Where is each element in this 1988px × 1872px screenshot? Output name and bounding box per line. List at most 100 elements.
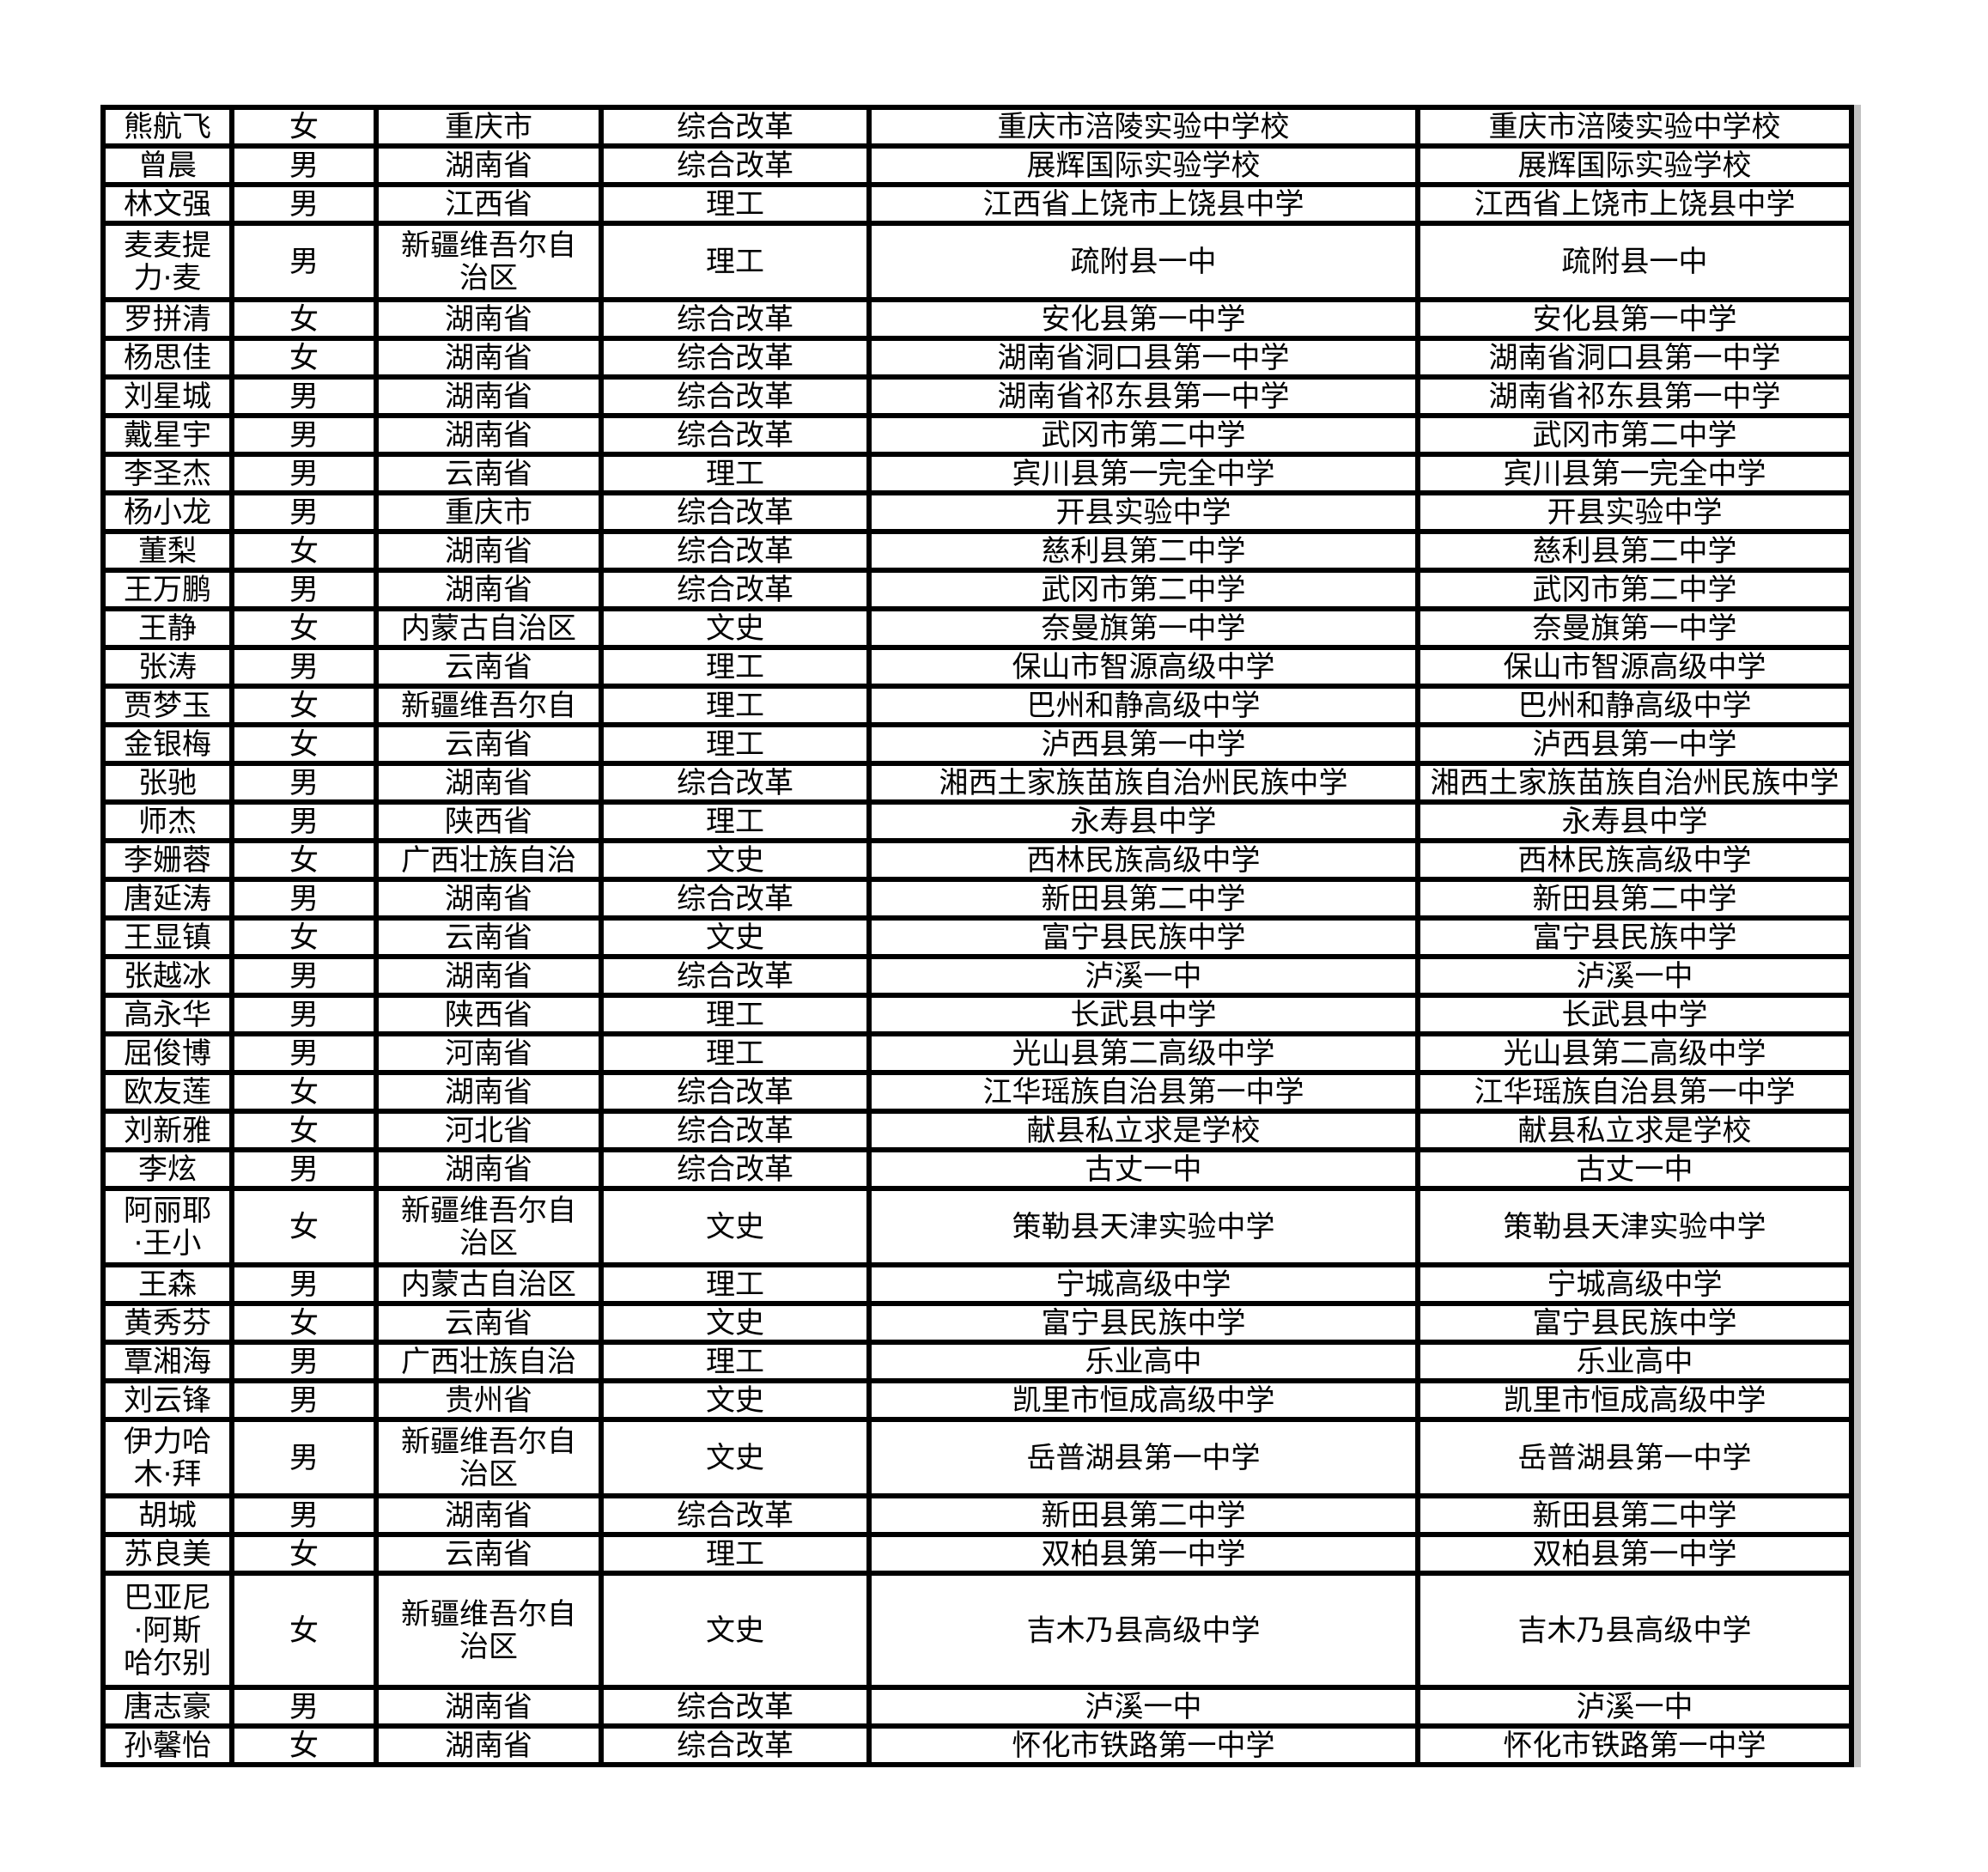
gender-cell: 男 bbox=[229, 1340, 379, 1383]
category-cell: 综合改革 bbox=[599, 374, 872, 418]
gender-cell: 男 bbox=[229, 1031, 379, 1075]
school-cell: 巴州和静高级中学 bbox=[866, 684, 1420, 727]
student-row: 孙馨怡 女 湖南省 综合改革 怀化市铁路第一中学 怀化市铁路第一中学 bbox=[100, 1723, 1854, 1767]
category-cell: 理工 bbox=[599, 645, 872, 689]
school-repeat-cell: 江华瑶族自治县第一中学 bbox=[1415, 1070, 1854, 1114]
category-cell: 综合改革 bbox=[599, 1685, 872, 1729]
category-cell: 综合改革 bbox=[599, 413, 872, 457]
category-cell: 理工 bbox=[599, 452, 872, 495]
name-cell: 金银梅 bbox=[100, 722, 234, 766]
category-cell: 文史 bbox=[599, 1301, 872, 1345]
gender-cell: 男 bbox=[229, 452, 379, 495]
student-row: 刘新雅 女 河北省 综合改革 献县私立求是学校 献县私立求是学校 bbox=[100, 1109, 1854, 1152]
school-cell: 泸溪一中 bbox=[866, 1685, 1420, 1729]
school-cell: 疏附县一中 bbox=[866, 221, 1420, 302]
school-cell: 江华瑶族自治县第一中学 bbox=[866, 1070, 1420, 1114]
student-row: 罗拼清 女 湖南省 综合改革 安化县第一中学 安化县第一中学 bbox=[100, 297, 1854, 341]
gender-cell: 男 bbox=[229, 954, 379, 998]
school-cell: 湖南省洞口县第一中学 bbox=[866, 336, 1420, 380]
student-row: 师杰 男 陕西省 理工 永寿县中学 永寿县中学 bbox=[100, 799, 1854, 843]
student-row: 李炫 男 湖南省 综合改革 古丈一中 古丈一中 bbox=[100, 1147, 1854, 1191]
category-cell: 理工 bbox=[599, 993, 872, 1036]
school-cell: 开县实验中学 bbox=[866, 490, 1420, 534]
school-cell: 泸溪一中 bbox=[866, 954, 1420, 998]
school-repeat-cell: 策勒县天津实验中学 bbox=[1415, 1186, 1854, 1267]
school-repeat-cell: 展辉国际实验学校 bbox=[1415, 143, 1854, 187]
student-table-wrap: 熊航飞 女 重庆市 综合改革 重庆市涪陵实验中学校 重庆市涪陵实验中学校 曾晨 … bbox=[100, 105, 1861, 1767]
name-cell: 刘新雅 bbox=[100, 1109, 234, 1152]
school-cell: 武冈市第二中学 bbox=[866, 568, 1420, 611]
name-cell: 董梨 bbox=[100, 529, 234, 573]
category-cell: 理工 bbox=[599, 1031, 872, 1075]
category-cell: 综合改革 bbox=[599, 954, 872, 998]
province-cell: 新疆维吾尔自 治区 bbox=[374, 1571, 604, 1690]
category-cell: 综合改革 bbox=[599, 336, 872, 380]
school-cell: 富宁县民族中学 bbox=[866, 1301, 1420, 1345]
student-row: 张驰 男 湖南省 综合改革 湘西土家族苗族自治州民族中学 湘西土家族苗族自治州民… bbox=[100, 761, 1854, 805]
gender-cell: 男 bbox=[229, 645, 379, 689]
school-cell: 宁城高级中学 bbox=[866, 1262, 1420, 1306]
province-cell: 湖南省 bbox=[374, 413, 604, 457]
school-repeat-cell: 富宁县民族中学 bbox=[1415, 1301, 1854, 1345]
student-row: 覃湘海 男 广西壮族自治 理工 乐业高中 乐业高中 bbox=[100, 1340, 1854, 1383]
school-repeat-cell: 泸西县第一中学 bbox=[1415, 722, 1854, 766]
name-cell: 胡城 bbox=[100, 1493, 234, 1537]
school-cell: 泸西县第一中学 bbox=[866, 722, 1420, 766]
province-cell: 湖南省 bbox=[374, 877, 604, 921]
gender-cell: 男 bbox=[229, 221, 379, 302]
student-row: 唐志豪 男 湖南省 综合改革 泸溪一中 泸溪一中 bbox=[100, 1685, 1854, 1729]
category-cell: 文史 bbox=[599, 1186, 872, 1267]
school-repeat-cell: 开县实验中学 bbox=[1415, 490, 1854, 534]
name-cell: 戴星宇 bbox=[100, 413, 234, 457]
category-cell: 综合改革 bbox=[599, 1493, 872, 1537]
gender-cell: 女 bbox=[229, 838, 379, 882]
name-cell: 欧友莲 bbox=[100, 1070, 234, 1114]
province-cell: 湖南省 bbox=[374, 1723, 604, 1767]
category-cell: 综合改革 bbox=[599, 105, 872, 149]
student-row: 董梨 女 湖南省 综合改革 慈利县第二中学 慈利县第二中学 bbox=[100, 529, 1854, 573]
gender-cell: 男 bbox=[229, 761, 379, 805]
school-cell: 保山市智源高级中学 bbox=[866, 645, 1420, 689]
school-cell: 怀化市铁路第一中学 bbox=[866, 1723, 1420, 1767]
school-cell: 西林民族高级中学 bbox=[866, 838, 1420, 882]
category-cell: 理工 bbox=[599, 221, 872, 302]
school-repeat-cell: 重庆市涪陵实验中学校 bbox=[1415, 105, 1854, 149]
school-repeat-cell: 安化县第一中学 bbox=[1415, 297, 1854, 341]
province-cell: 河北省 bbox=[374, 1109, 604, 1152]
school-repeat-cell: 湖南省祁东县第一中学 bbox=[1415, 374, 1854, 418]
school-cell: 富宁县民族中学 bbox=[866, 915, 1420, 959]
category-cell: 综合改革 bbox=[599, 1147, 872, 1191]
province-cell: 重庆市 bbox=[374, 105, 604, 149]
student-row: 李圣杰 男 云南省 理工 宾川县第一完全中学 宾川县第一完全中学 bbox=[100, 452, 1854, 495]
province-cell: 云南省 bbox=[374, 722, 604, 766]
category-cell: 理工 bbox=[599, 684, 872, 727]
school-cell: 奈曼旗第一中学 bbox=[866, 606, 1420, 650]
gender-cell: 女 bbox=[229, 105, 379, 149]
category-cell: 综合改革 bbox=[599, 568, 872, 611]
province-cell: 新疆维吾尔自 治区 bbox=[374, 1186, 604, 1267]
name-cell: 李姗蓉 bbox=[100, 838, 234, 882]
school-repeat-cell: 光山县第二高级中学 bbox=[1415, 1031, 1854, 1075]
province-cell: 湖南省 bbox=[374, 336, 604, 380]
student-row: 林文强 男 江西省 理工 江西省上饶市上饶县中学 江西省上饶市上饶县中学 bbox=[100, 182, 1854, 226]
school-repeat-cell: 慈利县第二中学 bbox=[1415, 529, 1854, 573]
name-cell: 黄秀芬 bbox=[100, 1301, 234, 1345]
gender-cell: 男 bbox=[229, 568, 379, 611]
province-cell: 云南省 bbox=[374, 645, 604, 689]
school-cell: 永寿县中学 bbox=[866, 799, 1420, 843]
school-repeat-cell: 泸溪一中 bbox=[1415, 1685, 1854, 1729]
name-cell: 麦麦提 力·麦 bbox=[100, 221, 234, 302]
gender-cell: 女 bbox=[229, 606, 379, 650]
school-repeat-cell: 泸溪一中 bbox=[1415, 954, 1854, 998]
student-row: 唐延涛 男 湖南省 综合改革 新田县第二中学 新田县第二中学 bbox=[100, 877, 1854, 921]
name-cell: 杨思佳 bbox=[100, 336, 234, 380]
name-cell: 王显镇 bbox=[100, 915, 234, 959]
school-cell: 慈利县第二中学 bbox=[866, 529, 1420, 573]
gender-cell: 男 bbox=[229, 993, 379, 1036]
gender-cell: 男 bbox=[229, 1378, 379, 1422]
gender-cell: 男 bbox=[229, 182, 379, 226]
gender-cell: 女 bbox=[229, 1109, 379, 1152]
school-cell: 江西省上饶市上饶县中学 bbox=[866, 182, 1420, 226]
student-row: 杨思佳 女 湖南省 综合改革 湖南省洞口县第一中学 湖南省洞口县第一中学 bbox=[100, 336, 1854, 380]
category-cell: 理工 bbox=[599, 182, 872, 226]
